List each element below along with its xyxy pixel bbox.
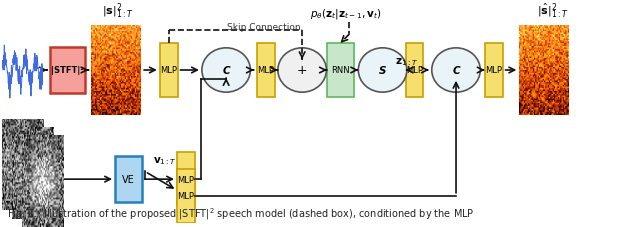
FancyBboxPatch shape bbox=[177, 169, 195, 223]
Text: MLP: MLP bbox=[257, 66, 274, 75]
Text: |STFT|²: |STFT|² bbox=[51, 66, 84, 75]
Ellipse shape bbox=[278, 49, 326, 93]
Text: $|\hat{\mathbf{s}}|^2_{1:T}$: $|\hat{\mathbf{s}}|^2_{1:T}$ bbox=[537, 2, 569, 21]
Text: RNN: RNN bbox=[331, 66, 349, 75]
Text: $|\mathbf{s}|^2_{1:T}$: $|\mathbf{s}|^2_{1:T}$ bbox=[102, 2, 134, 21]
FancyBboxPatch shape bbox=[177, 153, 195, 206]
Ellipse shape bbox=[202, 49, 250, 93]
Text: Fig. 1.  Illustration of the proposed $|\mathrm{STFT}|^2$ speech model (dashed b: Fig. 1. Illustration of the proposed $|\… bbox=[7, 205, 475, 221]
FancyBboxPatch shape bbox=[257, 44, 275, 98]
Text: MLP: MLP bbox=[177, 191, 195, 200]
Text: MLP: MLP bbox=[406, 66, 423, 75]
Text: S: S bbox=[379, 66, 387, 76]
Text: C: C bbox=[452, 66, 460, 76]
Text: MLP: MLP bbox=[485, 66, 502, 75]
FancyBboxPatch shape bbox=[406, 44, 424, 98]
Text: VE: VE bbox=[122, 174, 135, 184]
Text: Skip Connection: Skip Connection bbox=[227, 23, 301, 32]
Text: $\vdots$: $\vdots$ bbox=[28, 189, 37, 203]
Text: MLP: MLP bbox=[177, 175, 195, 184]
Ellipse shape bbox=[432, 49, 480, 93]
Text: $\mathbf{z}_{1:T}$: $\mathbf{z}_{1:T}$ bbox=[396, 55, 419, 67]
FancyBboxPatch shape bbox=[160, 44, 177, 98]
Text: C: C bbox=[222, 66, 230, 76]
Text: MLP: MLP bbox=[160, 66, 177, 75]
FancyBboxPatch shape bbox=[50, 48, 85, 94]
Ellipse shape bbox=[358, 49, 407, 93]
FancyBboxPatch shape bbox=[115, 157, 142, 202]
Text: $p_\theta(\mathbf{z}_t|\mathbf{z}_{t-1},\mathbf{v}_t)$: $p_\theta(\mathbf{z}_t|\mathbf{z}_{t-1},… bbox=[310, 7, 381, 21]
Text: $\mathbf{v}_{1:T}$: $\mathbf{v}_{1:T}$ bbox=[153, 155, 177, 167]
Text: +: + bbox=[297, 64, 307, 77]
FancyBboxPatch shape bbox=[327, 44, 354, 98]
FancyBboxPatch shape bbox=[484, 44, 502, 98]
